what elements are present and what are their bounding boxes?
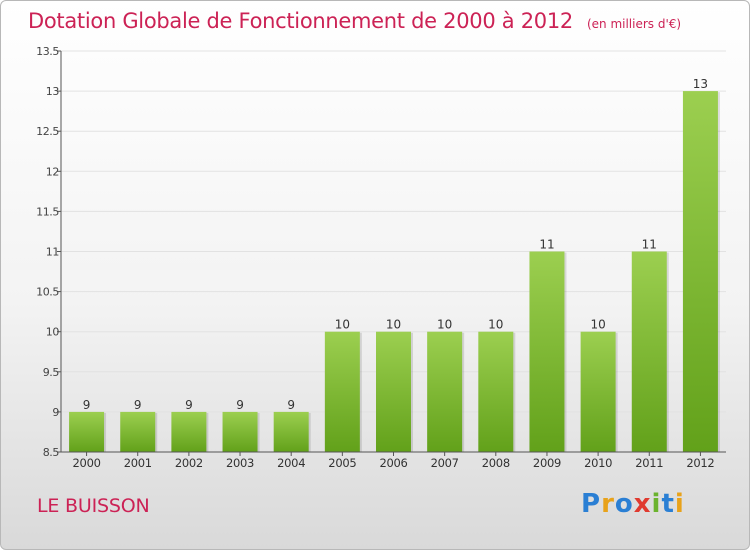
y-tick-label: 9 (52, 406, 59, 419)
x-tick-label: 2003 (226, 456, 254, 470)
bar (376, 331, 411, 452)
value-label: 10 (437, 318, 452, 332)
bar (631, 251, 667, 452)
x-tick-label: 2007 (431, 456, 459, 470)
y-tick-label: 12 (46, 165, 59, 178)
bar (427, 331, 463, 452)
x-tick-label: 2006 (379, 456, 407, 470)
x-tick-label: 2000 (73, 456, 101, 470)
bar (682, 91, 718, 452)
value-label: 10 (335, 318, 350, 332)
bar (69, 411, 105, 452)
labels: 8.5 9 9.5 10 10.5 11 11.5 12 12.5 13 13.5 9 2000 9 200… (36, 45, 715, 470)
x-tick-label: 2010 (584, 456, 612, 470)
value-label: 13 (693, 77, 708, 91)
logo-letter: t (661, 489, 675, 519)
bar (324, 331, 360, 452)
x-tick-label: 2001 (124, 456, 152, 470)
value-label: 9 (83, 398, 91, 412)
bar (222, 411, 258, 452)
y-tick-label: 10 (46, 326, 60, 339)
proxiti-logo: Proxiti (581, 489, 685, 519)
x-tick-label: 2002 (175, 456, 203, 470)
bar (171, 411, 207, 452)
y-tick-label: 11.5 (36, 205, 59, 218)
y-tick-label: 13.5 (36, 45, 59, 58)
value-label: 9 (236, 398, 244, 412)
y-tick-label: 12.5 (36, 125, 59, 138)
value-label: 9 (185, 398, 193, 412)
y-tick-label: 13 (46, 85, 60, 98)
commune-name: LE BUISSON (37, 495, 150, 517)
chart-unit-note: (en milliers d'€) (586, 17, 682, 31)
x-tick-label: 2011 (635, 456, 663, 470)
bar (529, 251, 565, 452)
x-tick-label: 2005 (328, 456, 356, 470)
bars (69, 91, 720, 452)
value-label: 9 (134, 398, 142, 412)
x-tick-label: 2012 (686, 456, 714, 470)
y-tick-label: 10.5 (36, 286, 59, 299)
value-label: 9 (287, 398, 295, 412)
value-label: 11 (539, 238, 554, 252)
x-tick-label: 2009 (533, 456, 561, 470)
value-label: 10 (488, 318, 503, 332)
logo-letter: o (614, 489, 634, 519)
bar (580, 331, 616, 452)
bar (273, 411, 309, 452)
x-tick-label: 2008 (482, 456, 510, 470)
bar (120, 411, 156, 452)
value-label: 11 (642, 238, 657, 252)
logo-letter: r (601, 489, 615, 519)
logo-letter: x (633, 489, 652, 519)
value-label: 10 (386, 318, 401, 332)
logo-letter: P (581, 489, 602, 519)
chart-title-text: Dotation Globale de Fonctionnement de 20… (28, 9, 573, 33)
y-tick-label: 11 (46, 246, 59, 259)
y-tick-label: 8.5 (43, 446, 60, 459)
y-tick-label: 9.5 (43, 366, 60, 379)
logo-letter: i (651, 489, 662, 519)
chart-title: Dotation Globale de Fonctionnement de 20… (28, 9, 681, 33)
value-label: 10 (590, 318, 605, 332)
bar (478, 331, 514, 452)
axes (57, 50, 726, 456)
logo-letter: i (674, 489, 685, 519)
x-tick-label: 2004 (277, 456, 305, 470)
